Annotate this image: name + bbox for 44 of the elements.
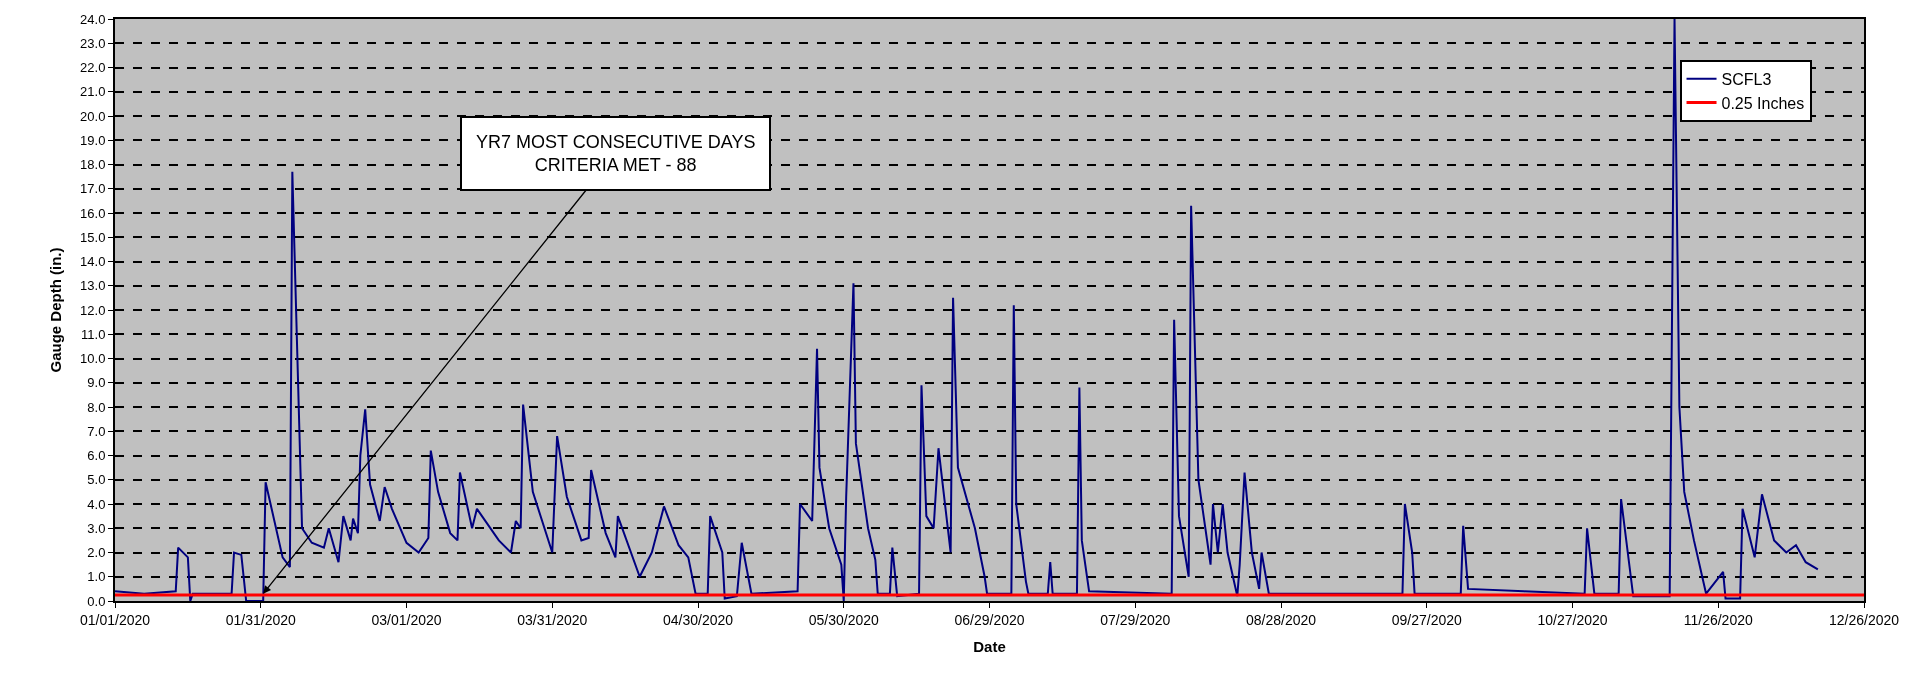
legend-label: SCFL3 — [1721, 70, 1772, 88]
y-tick-label: 14.0 — [80, 254, 106, 270]
y-tick-label: 23.0 — [80, 35, 106, 51]
y-tick-label: 21.0 — [80, 84, 106, 100]
x-tick-label: 04/30/2020 — [662, 611, 734, 628]
x-axis-title: Date — [973, 638, 1006, 656]
y-tick-label: 8.0 — [87, 399, 106, 415]
x-tick-label: 10/27/2020 — [1537, 611, 1608, 628]
y-tick-label: 22.0 — [80, 60, 106, 76]
x-tick-label: 01/01/2020 — [79, 611, 151, 628]
y-tick-label: 5.0 — [87, 472, 106, 488]
annotation: YR7 MOST CONSECUTIVE DAYS CRITERIA MET - 88 — [476, 132, 756, 176]
x-tick-label: 11/26/2020 — [1683, 611, 1753, 628]
y-tick-label: 1.0 — [87, 569, 106, 585]
y-tick-label: 17.0 — [80, 181, 106, 197]
y-tick-label: 9.0 — [87, 375, 106, 391]
x-tick-label: 05/30/2020 — [808, 611, 879, 628]
y-tick-label: 24.0 — [80, 11, 106, 27]
y-tick-label: 7.0 — [87, 423, 106, 439]
y-tick-label: 6.0 — [87, 448, 106, 464]
y-tick-label: 2.0 — [87, 545, 106, 561]
x-tick-label: 12/26/2020 — [1828, 611, 1900, 628]
x-tick-label: 03/31/2020 — [517, 611, 588, 628]
y-tick-label: 20.0 — [80, 108, 106, 124]
x-tick-label: 01/31/2020 — [225, 611, 296, 628]
y-tick-label: 16.0 — [80, 205, 106, 221]
x-tick-label: 09/27/2020 — [1391, 611, 1462, 628]
x-tick-label: 07/29/2020 — [1100, 611, 1171, 628]
y-tick-label: 13.0 — [80, 278, 106, 294]
y-tick-label: 15.0 — [80, 229, 106, 245]
y-axis-title: Gauge Depth (in.) — [46, 247, 64, 373]
x-tick-label: 08/28/2020 — [1245, 611, 1317, 628]
x-tick-label: 03/01/2020 — [371, 611, 442, 628]
y-tick-label: 12.0 — [80, 302, 106, 318]
legend-label: 0.25 Inches — [1721, 94, 1805, 112]
line-series — [115, 19, 1819, 601]
y-tick-label: 3.0 — [87, 520, 106, 536]
x-tick-label: 06/29/2020 — [954, 611, 1025, 628]
y-tick-label: 10.0 — [80, 351, 106, 367]
y-tick-label: 19.0 — [80, 132, 106, 148]
y-tick-label: 11.0 — [81, 326, 106, 342]
y-tick-label: 4.0 — [87, 496, 106, 512]
y-tick-label: 18.0 — [80, 157, 106, 173]
y-tick-label: 0.0 — [87, 593, 106, 609]
